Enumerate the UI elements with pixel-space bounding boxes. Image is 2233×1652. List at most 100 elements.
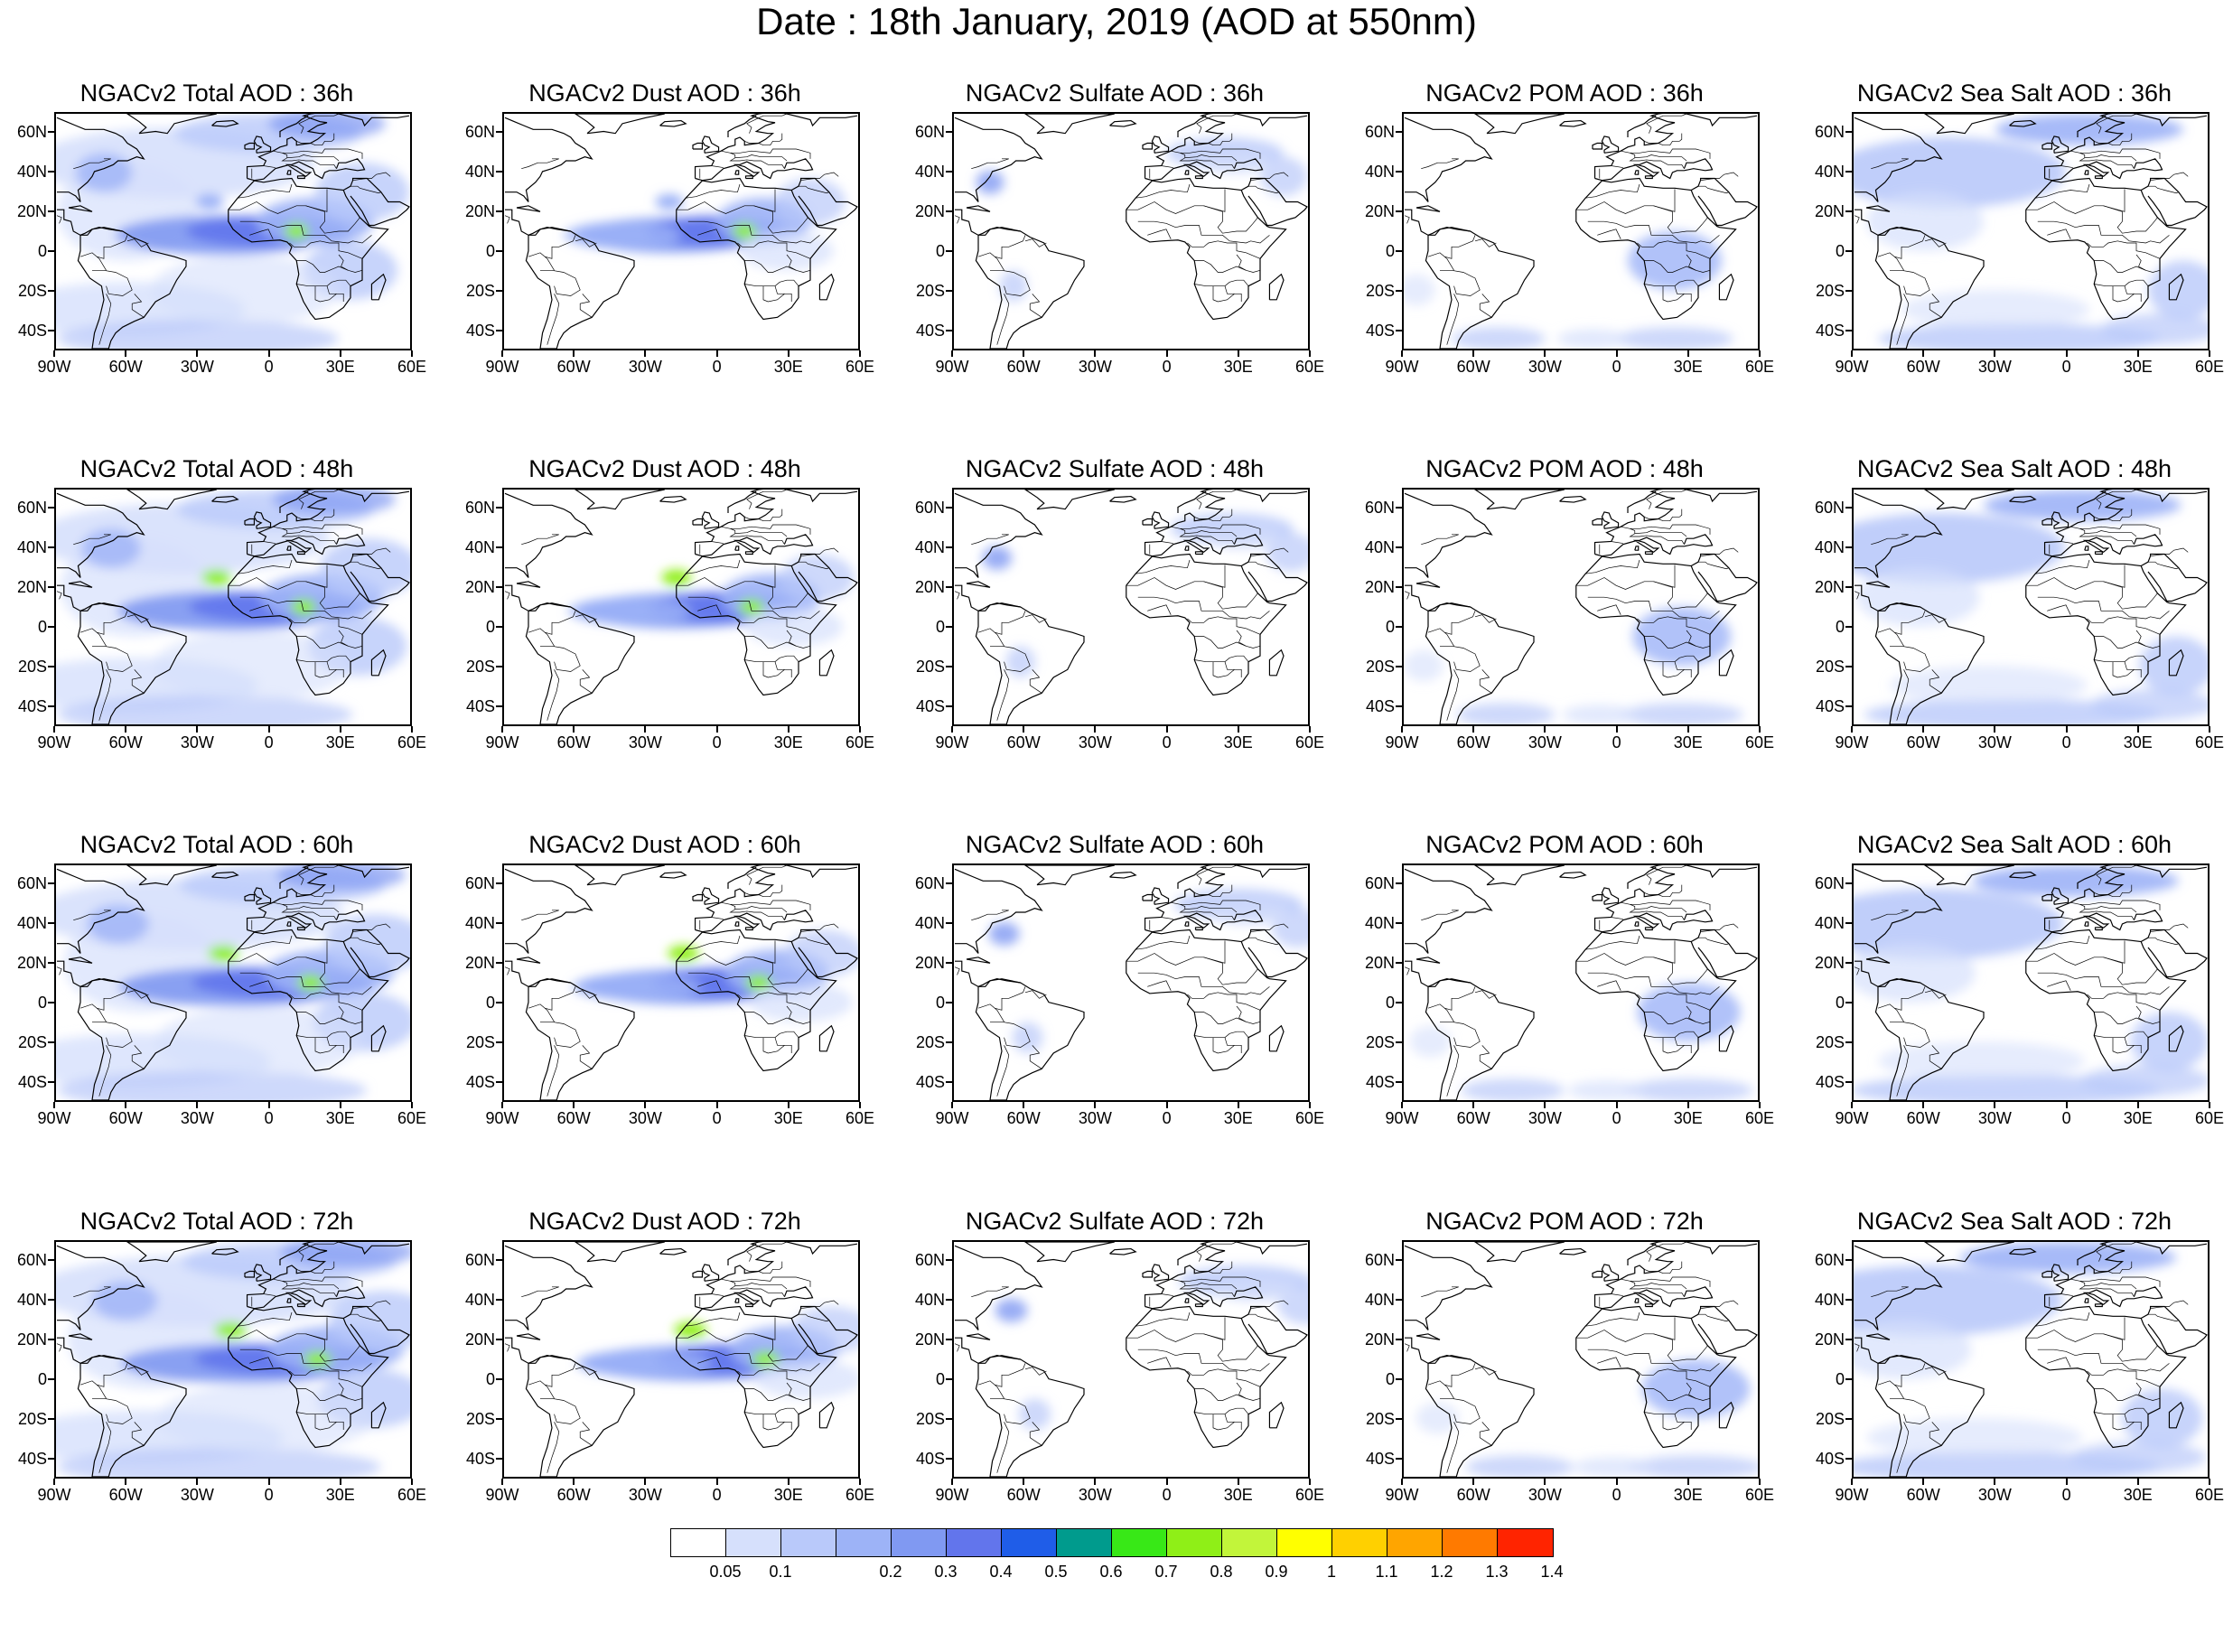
lon-tick-label: 60W (108, 733, 143, 751)
country-border (79, 628, 107, 647)
lon-tick (787, 350, 789, 357)
lat-tick (48, 922, 54, 924)
coastline (1404, 492, 1493, 578)
country-border (1585, 1311, 1640, 1327)
country-border (786, 1005, 797, 1022)
coastline (574, 1242, 665, 1263)
coastline (966, 581, 991, 588)
lat-tick (48, 250, 54, 252)
lat-tick-label: 40N (464, 1291, 495, 1309)
coastline (126, 865, 217, 886)
map-panel-pom-1: NGACv2 POM AOD : 48h 60N 40N 20N 0 20S 40S 90W 6… (1348, 455, 1781, 753)
coastline (211, 1247, 239, 1255)
country-border (1630, 900, 1711, 910)
lat-tick-label: 20S (465, 1033, 495, 1051)
lat-tick (946, 250, 952, 252)
lon-tick (1165, 1479, 1168, 1485)
country-border (676, 565, 776, 590)
lat-tick (48, 1418, 54, 1420)
coastline (1592, 893, 1603, 901)
country-border (2096, 865, 2137, 885)
colorbar-label: 0.6 (1099, 1563, 1123, 1581)
country-border (800, 923, 839, 933)
lon-tick (787, 726, 789, 733)
lon-tick (1401, 1479, 1403, 1485)
country-border (676, 189, 776, 214)
lat-tick-label: 20N (1814, 202, 1845, 220)
lon-tick-label: 30E (773, 1486, 803, 1504)
country-border (298, 1242, 340, 1262)
country-border (97, 611, 128, 635)
lon-tick-label: 60W (556, 1109, 591, 1127)
country-border (1147, 229, 1172, 239)
lon-tick (125, 350, 127, 357)
lat-tick-label: 0 (485, 618, 495, 636)
lon-tick (1309, 350, 1311, 357)
country-border (2061, 917, 2073, 919)
country-border (1029, 669, 1042, 694)
lat-tick-label: 20N (1364, 202, 1395, 220)
lon-tick (1094, 1102, 1097, 1108)
coastline (1854, 868, 1943, 954)
country-border (1597, 229, 1621, 239)
country-border (1162, 165, 1173, 168)
coastline (1594, 910, 1714, 933)
country-border (744, 655, 799, 663)
country-border (2148, 1313, 2179, 1322)
country-border (712, 541, 724, 544)
country-border (730, 524, 811, 535)
coastline (676, 553, 837, 696)
lat-tick-label: 40S (465, 1073, 495, 1091)
aod-field (291, 599, 316, 615)
lon-tick-label: 30E (1223, 1109, 1253, 1127)
country-border (1250, 1300, 1289, 1310)
coastline (2140, 553, 2208, 602)
lat-tick (946, 882, 952, 884)
country-border (2124, 661, 2135, 670)
map-panel-dust-3: NGACv2 Dust AOD : 72h 60N 40N 20N 0 20S 40S 90W… (448, 1208, 882, 1506)
coastline (744, 927, 753, 931)
lat-tick-label: 60N (464, 874, 495, 892)
country-border (971, 534, 1009, 545)
map-panel-pom-0: NGACv2 POM AOD : 36h 60N 40N 20N 0 20S 40S 90W 6… (1348, 79, 1781, 378)
lat-tick-label: 40N (914, 1291, 945, 1309)
lon-tick-label: 90W (485, 358, 519, 376)
country-border (1889, 1021, 1930, 1048)
lon-tick-label: 0 (1162, 733, 1172, 751)
aod-field (1415, 1402, 1460, 1434)
country-border (1621, 1278, 1687, 1290)
colorbar-label: 0.1 (769, 1563, 792, 1581)
lon-tick (2065, 1479, 2068, 1485)
lon-tick (339, 1479, 341, 1485)
lat-tick (496, 882, 502, 884)
lat-tick (946, 962, 952, 964)
lat-tick (1396, 1259, 1402, 1261)
lat-tick (1396, 666, 1402, 667)
country-border (1612, 165, 1623, 168)
lon-tick-label: 0 (2061, 1109, 2071, 1127)
country-border (2148, 185, 2179, 194)
lon-tick-label: 60E (1294, 1486, 1325, 1504)
country-border (2094, 1031, 2149, 1039)
lat-tick-label: 40S (17, 1073, 47, 1091)
lat-tick (48, 666, 54, 667)
coastline (1144, 490, 1308, 555)
country-border (2103, 581, 2158, 610)
country-border (954, 1343, 960, 1352)
country-border (1126, 1317, 1226, 1342)
country-border (729, 1285, 785, 1297)
map-panel-total-2: NGACv2 Total AOD : 60h 60N 40N 20N 0 20S 40S 90… (0, 831, 434, 1129)
lon-tick-label: 60E (845, 358, 875, 376)
country-border (521, 1286, 559, 1297)
country-border (238, 935, 293, 950)
lat-tick-label: 60N (1814, 499, 1845, 517)
country-border (56, 1343, 62, 1352)
aod-field (87, 904, 149, 944)
lon-tick (1759, 350, 1761, 357)
country-border (786, 254, 797, 271)
lat-tick-label: 40S (465, 1450, 495, 1468)
coastline (2094, 175, 2103, 180)
lon-tick-label: 90W (1835, 358, 1869, 376)
lon-tick-label: 90W (935, 1486, 969, 1504)
country-border (338, 1005, 349, 1022)
